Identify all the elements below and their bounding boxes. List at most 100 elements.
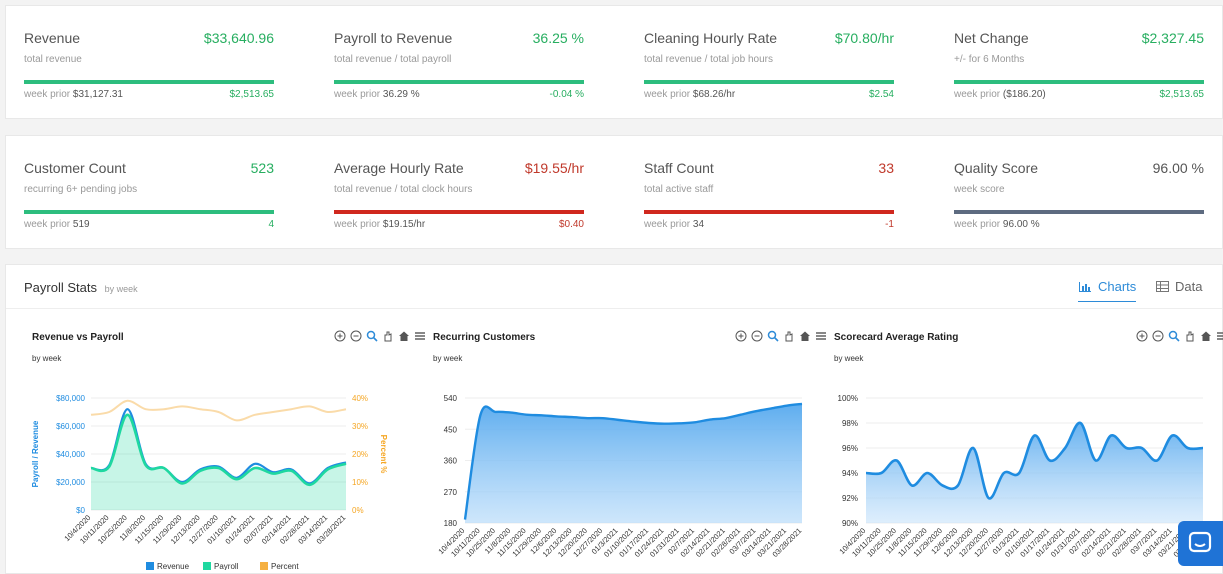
kpi-subtitle: total revenue / total clock hours: [334, 184, 473, 195]
zoom-in-icon[interactable]: [1136, 330, 1148, 342]
kpi-prior: week prior $19.15/hr: [334, 219, 425, 230]
table-icon: [1156, 281, 1169, 292]
tab-charts[interactable]: Charts: [1078, 279, 1137, 302]
kpi-title: Revenue: [24, 30, 81, 46]
kpi-subtitle: total revenue / total job hours: [644, 54, 773, 65]
payroll-area: [91, 414, 346, 510]
y-tick-label: 90%: [842, 519, 858, 528]
y-tick-label: 100%: [838, 394, 858, 403]
kpi-prior: week prior 519: [24, 219, 90, 230]
menu-icon[interactable]: [1216, 330, 1223, 342]
kpi-prior-label: week prior: [334, 89, 381, 100]
y-tick-label: 180: [444, 519, 458, 528]
panel-title: Payroll Stats by week: [24, 280, 138, 295]
kpi-prior-label: week prior: [954, 219, 1001, 230]
revenue-payroll-plot: $0 $20,000 $40,000 $60,000 $80,000 0% 10% 20% 30…: [31, 394, 388, 570]
kpi-row-2: Customer Count 523 recurring 6+ pending jo…: [5, 135, 1223, 249]
panel-subtitle: by week: [104, 284, 138, 294]
zoom-out-icon[interactable]: [751, 330, 763, 342]
tab-data[interactable]: Data: [1156, 279, 1202, 294]
kpi-title: Customer Count: [24, 160, 126, 176]
chart-title: Recurring Customers: [433, 332, 536, 343]
kpi-bar: [644, 80, 894, 84]
kpi-value: $2,327.45: [1141, 30, 1204, 46]
chart-subtitle: by week: [834, 354, 864, 363]
kpi-prior: week prior 36.29 %: [334, 89, 420, 100]
y2-tick-label: 20%: [352, 450, 368, 459]
kpi-delta: -0.04 %: [549, 89, 584, 100]
kpi-value: 523: [250, 160, 274, 176]
legend-swatch: [146, 562, 154, 570]
y-tick-label: $40,000: [56, 450, 85, 459]
home-icon[interactable]: [398, 330, 410, 342]
magnifier-icon[interactable]: [1168, 330, 1180, 342]
panel-header: Payroll Stats by week Charts Data: [6, 265, 1222, 309]
kpi-subtitle: recurring 6+ pending jobs: [24, 184, 138, 195]
kpi-delta: -1: [885, 219, 894, 230]
kpi-card-payroll-to-revenue: Payroll to Revenue 36.25 % total revenue /…: [334, 6, 584, 120]
kpi-delta: $2.54: [868, 89, 894, 100]
magnifier-icon[interactable]: [767, 330, 779, 342]
y2-tick-label: 40%: [352, 394, 368, 403]
pan-hand-icon[interactable]: [382, 330, 394, 342]
legend-swatch: [260, 562, 268, 570]
scorecard-rating-plot: 90%92%94%96%98%100%10/4/202010/11/202010…: [837, 394, 1204, 559]
kpi-title: Net Change: [954, 30, 1029, 46]
kpi-card-revenue: Revenue $33,640.96 total revenue week prior…: [24, 6, 274, 120]
y-tick-label: $60,000: [56, 422, 85, 431]
kpi-prior: week prior 96.00 %: [954, 219, 1040, 230]
kpi-row-1: Revenue $33,640.96 total revenue week prior…: [5, 5, 1223, 119]
payroll-stats-panel: Payroll Stats by week Charts Data Revenu…: [5, 264, 1223, 574]
kpi-card-average-hourly-rate: Average Hourly Rate $19.55/hr total revenu…: [334, 136, 584, 250]
pan-hand-icon[interactable]: [1184, 330, 1196, 342]
zoom-out-icon[interactable]: [350, 330, 362, 342]
kpi-card-quality-score: Quality Score 96.00 % week score week prior…: [954, 136, 1204, 250]
kpi-subtitle: total revenue / total payroll: [334, 54, 452, 65]
kpi-prior-label: week prior: [24, 89, 71, 100]
chart-toolbar: [1136, 330, 1223, 342]
chart-recurring-customers: Recurring Customers by week 180 270 360 450…: [427, 320, 827, 570]
kpi-prior: week prior ($186.20): [954, 89, 1046, 100]
chat-icon: [1188, 531, 1212, 553]
kpi-prior-value: 34: [692, 219, 705, 230]
kpi-bar: [334, 210, 584, 214]
y-tick-label: 270: [444, 488, 458, 497]
kpi-value: $33,640.96: [203, 30, 274, 46]
menu-icon[interactable]: [815, 330, 827, 342]
home-icon[interactable]: [799, 330, 811, 342]
rating-area: [866, 422, 1203, 523]
kpi-value: $70.80/hr: [834, 30, 894, 46]
kpi-value: $19.55/hr: [524, 160, 584, 176]
chart-title: Revenue vs Payroll: [32, 332, 124, 343]
kpi-prior-value: 96.00 %: [1002, 219, 1040, 230]
panel-title-text: Payroll Stats: [24, 280, 97, 295]
kpi-bar: [24, 80, 274, 84]
chat-launcher-button[interactable]: [1178, 521, 1223, 566]
kpi-delta: $0.40: [558, 219, 584, 230]
y-tick-label: 540: [444, 394, 458, 403]
zoom-out-icon[interactable]: [1152, 330, 1164, 342]
chart-toolbar: [735, 330, 827, 342]
kpi-card-net-change: Net Change $2,327.45 +/- for 6 Months week …: [954, 6, 1204, 120]
y-tick-label: $0: [76, 506, 85, 515]
legend-label: Payroll: [214, 562, 239, 570]
zoom-in-icon[interactable]: [735, 330, 747, 342]
magnifier-icon[interactable]: [366, 330, 378, 342]
chart-scorecard-rating: Scorecard Average Rating by week 90% 92% 9…: [828, 320, 1223, 570]
kpi-bar: [954, 80, 1204, 84]
kpi-subtitle: +/- for 6 Months: [954, 54, 1025, 65]
zoom-in-icon[interactable]: [334, 330, 346, 342]
menu-icon[interactable]: [414, 330, 426, 342]
home-icon[interactable]: [1200, 330, 1212, 342]
chart-toolbar: [334, 330, 426, 342]
kpi-delta: $2,513.65: [229, 89, 275, 100]
kpi-card-customer-count: Customer Count 523 recurring 6+ pending jo…: [24, 136, 274, 250]
y-tick-label: $80,000: [56, 394, 85, 403]
y-tick-label: $20,000: [56, 478, 85, 487]
percent-line: [90, 399, 347, 422]
pan-hand-icon[interactable]: [783, 330, 795, 342]
kpi-subtitle: total active staff: [644, 184, 714, 195]
tab-charts-label: Charts: [1098, 279, 1137, 294]
kpi-prior-label: week prior: [644, 219, 691, 230]
kpi-card-staff-count: Staff Count 33 total active staff week prio…: [644, 136, 894, 250]
